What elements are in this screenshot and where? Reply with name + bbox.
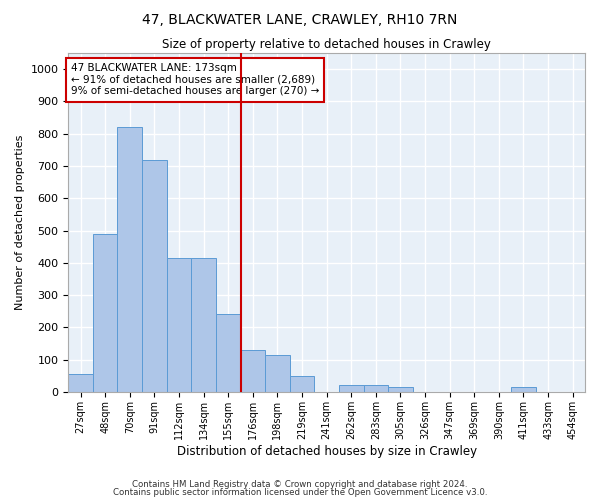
- Bar: [388, 387, 413, 392]
- Bar: [216, 314, 241, 392]
- Text: Contains public sector information licensed under the Open Government Licence v3: Contains public sector information licen…: [113, 488, 487, 497]
- Bar: [511, 387, 536, 392]
- Title: Size of property relative to detached houses in Crawley: Size of property relative to detached ho…: [162, 38, 491, 51]
- Y-axis label: Number of detached properties: Number of detached properties: [15, 135, 25, 310]
- Bar: [191, 258, 216, 392]
- Bar: [241, 350, 265, 392]
- Bar: [118, 128, 142, 392]
- Bar: [290, 376, 314, 392]
- Bar: [68, 374, 93, 392]
- Text: 47, BLACKWATER LANE, CRAWLEY, RH10 7RN: 47, BLACKWATER LANE, CRAWLEY, RH10 7RN: [142, 12, 458, 26]
- Bar: [339, 386, 364, 392]
- Text: Contains HM Land Registry data © Crown copyright and database right 2024.: Contains HM Land Registry data © Crown c…: [132, 480, 468, 489]
- Text: 47 BLACKWATER LANE: 173sqm
← 91% of detached houses are smaller (2,689)
9% of se: 47 BLACKWATER LANE: 173sqm ← 91% of deta…: [71, 63, 319, 96]
- X-axis label: Distribution of detached houses by size in Crawley: Distribution of detached houses by size …: [176, 444, 477, 458]
- Bar: [364, 386, 388, 392]
- Bar: [93, 234, 118, 392]
- Bar: [265, 355, 290, 392]
- Bar: [142, 160, 167, 392]
- Bar: [167, 258, 191, 392]
